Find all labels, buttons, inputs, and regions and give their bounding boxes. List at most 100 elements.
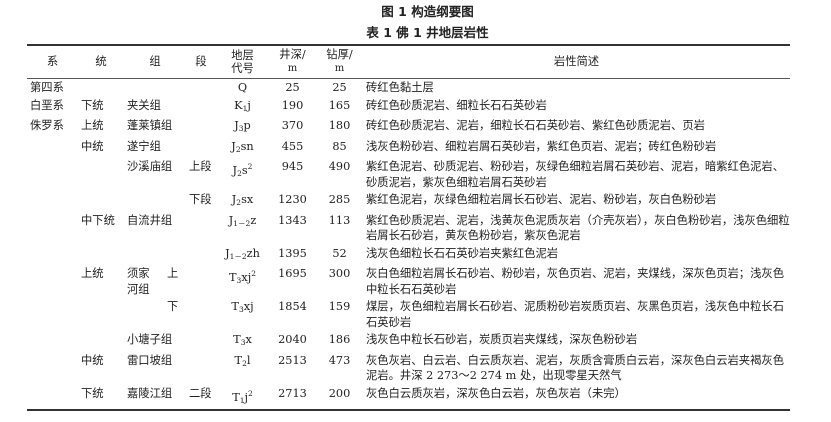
series-cell	[78, 79, 124, 97]
table-row: 小塘子组 T3x 2040 186 浅灰色中粒长石砂岩，炭质页岩夹煤线，深灰色粉砂岩	[27, 331, 790, 352]
code-b: J	[228, 213, 234, 227]
code-sub: 2	[235, 144, 241, 154]
series-cell: 下统	[81, 386, 104, 400]
depth-cell: 1695	[278, 267, 307, 280]
code-cell: J2sx	[216, 191, 269, 212]
depth-cell: 1854	[278, 300, 307, 313]
code-t: sx	[241, 193, 254, 206]
description-cell: 浅灰色粉砂岩、细粒岩屑石英砂岩，紫红色页岩、泥岩；砖红色粉砂岩	[366, 139, 717, 153]
table-row: 下 T3xj 1854 159 煤层，灰色细粒岩屑长石砂岩、泥质粉砂岩炭质页岩、灰黑色页…	[27, 298, 790, 331]
series-cell: 中统	[81, 139, 104, 153]
thickness-cell: 186	[328, 333, 351, 346]
member-text: 下段	[189, 193, 212, 206]
system-cell	[27, 212, 78, 245]
member-cell	[186, 331, 216, 352]
description-cell: 砖红色砂质泥岩、泥岩，细粒长石石英砂岩、紫红色砂质泥岩、页岩	[366, 119, 705, 132]
header-row: 系 统 组 段 地层 代号 井深/m 钻厚/m 岩性简述	[27, 45, 790, 79]
table-caption: 表 1 佛 1 井地层岩性	[366, 25, 489, 40]
system-cell	[27, 298, 78, 331]
code-t: z	[250, 213, 257, 227]
member-cell	[186, 138, 216, 159]
system-cell	[27, 158, 78, 191]
table-row: J1－2zh 1395 52 浅灰色细粒长石石英砂岩夹紫红色泥岩	[27, 245, 790, 266]
header-depth-line1: 井深/	[279, 48, 306, 61]
system-cell: 侏罗系	[30, 119, 64, 132]
series-cell	[78, 298, 124, 331]
table-row: 中统 遂宁组 J2sn 455 85 浅灰色粉砂岩、细粒岩屑石英砂岩，紫红色页岩、泥岩；砖…	[27, 138, 790, 159]
description-cell: 紫红色砂质泥岩、泥岩，浅黄灰色泥质灰岩（介壳灰岩），灰白色粉砂岩，浅灰色细粒岩屑…	[366, 213, 790, 243]
code-cell: Q	[216, 79, 269, 97]
code-cell: K1j	[216, 97, 269, 118]
thickness-cell: 52	[332, 246, 347, 260]
member-cell: 二段	[186, 385, 216, 411]
thickness-cell: 200	[328, 386, 351, 400]
code-b: J	[234, 119, 239, 132]
member-text: 上	[167, 267, 179, 280]
code-cell: J1－2z	[216, 212, 269, 245]
table-row: 白垩系 下统 夹关组 K1j 190 165 砖红色砂质泥岩、细粒长石石英砂岩	[27, 97, 790, 118]
series-cell	[78, 245, 124, 266]
thickness-cell: 490	[328, 160, 351, 173]
header-depth: 井深/m	[269, 45, 316, 79]
formation-cell: 夹关组	[127, 98, 161, 112]
code-sub: 3	[236, 276, 242, 285]
series-cell: 中下统	[81, 213, 115, 227]
code-sup: 2	[248, 388, 253, 398]
system-cell: 第四系	[30, 81, 64, 94]
table-row: 下段 J2sx 1230 285 紫红色泥岩，灰绿色细粒岩屑长石砂岩、泥岩、粉砂岩，灰白…	[27, 191, 790, 212]
depth-cell: 1395	[278, 246, 307, 260]
header-code-line2: 代号	[231, 61, 254, 75]
header-thickness: 钻厚/m	[316, 45, 363, 79]
series-cell: 中统	[81, 353, 104, 367]
code-sub: 1	[239, 395, 245, 405]
code-cell: T3x	[216, 331, 269, 352]
code-b: T	[234, 353, 243, 367]
code-sub: 3	[238, 305, 244, 314]
code-sub: 3	[240, 338, 246, 347]
system-cell: 白垩系	[30, 98, 64, 112]
system-cell	[27, 245, 78, 266]
code-t: j	[247, 98, 251, 112]
header-code-line1: 地层	[231, 48, 254, 62]
code-b: K	[234, 98, 243, 112]
system-cell	[27, 265, 78, 298]
description-cell: 灰色白云质灰岩，深灰色白云岩，灰色灰岩（未完）	[366, 386, 626, 400]
description-cell: 灰白色细粒岩屑长石砂岩、粉砂岩，灰色页岩、泥岩，夹煤线，深灰色页岩；浅灰色中粒长…	[366, 267, 784, 296]
member-cell	[186, 79, 216, 97]
formation-cell: 须家河组	[124, 265, 186, 298]
description-cell: 紫红色泥岩，灰绿色细粒岩屑长石砂岩、泥岩、粉砂岩，灰白色粉砂岩	[366, 193, 717, 206]
system-cell	[27, 331, 78, 352]
member-cell	[186, 352, 216, 385]
code-t: sn	[240, 139, 254, 153]
thickness-cell: 300	[328, 267, 351, 280]
code-t: j	[244, 390, 249, 404]
depth-cell: 2040	[278, 333, 307, 346]
code-sub: 3	[238, 124, 244, 133]
thickness-cell: 159	[328, 300, 351, 313]
thickness-cell: 180	[328, 119, 351, 132]
code-b: Q	[237, 81, 248, 94]
system-cell	[27, 352, 78, 385]
code-cell: J3p	[216, 117, 269, 138]
code-sub: 2	[242, 358, 247, 368]
code-cell: T3xj	[216, 298, 269, 331]
header-formation: 组	[149, 55, 161, 68]
code-sub: 1	[242, 103, 248, 113]
depth-cell: 455	[281, 139, 304, 153]
code-t: x	[245, 333, 252, 346]
formation-cell: 自流井组	[127, 213, 173, 227]
code-cell: J2sn	[216, 138, 269, 159]
depth-cell: 190	[281, 98, 304, 112]
series-cell: 上统	[81, 119, 104, 132]
thickness-cell: 285	[328, 193, 351, 206]
table-row: 中下统 自流井组 J1－2z 1343 113 紫红色砂质泥岩、泥岩，浅黄灰色泥质灰岩（介…	[27, 212, 790, 245]
member-cell: 下段	[186, 191, 216, 212]
depth-cell: 25	[285, 81, 300, 94]
code-cell: T3xj2	[216, 265, 269, 298]
header-series: 统	[95, 55, 107, 68]
code-b: T	[229, 271, 237, 284]
series-cell: 下统	[81, 98, 104, 112]
member-cell: 上段	[186, 158, 216, 191]
formation-cell: 雷口坡组	[127, 353, 173, 367]
member-cell: 下	[167, 298, 216, 331]
